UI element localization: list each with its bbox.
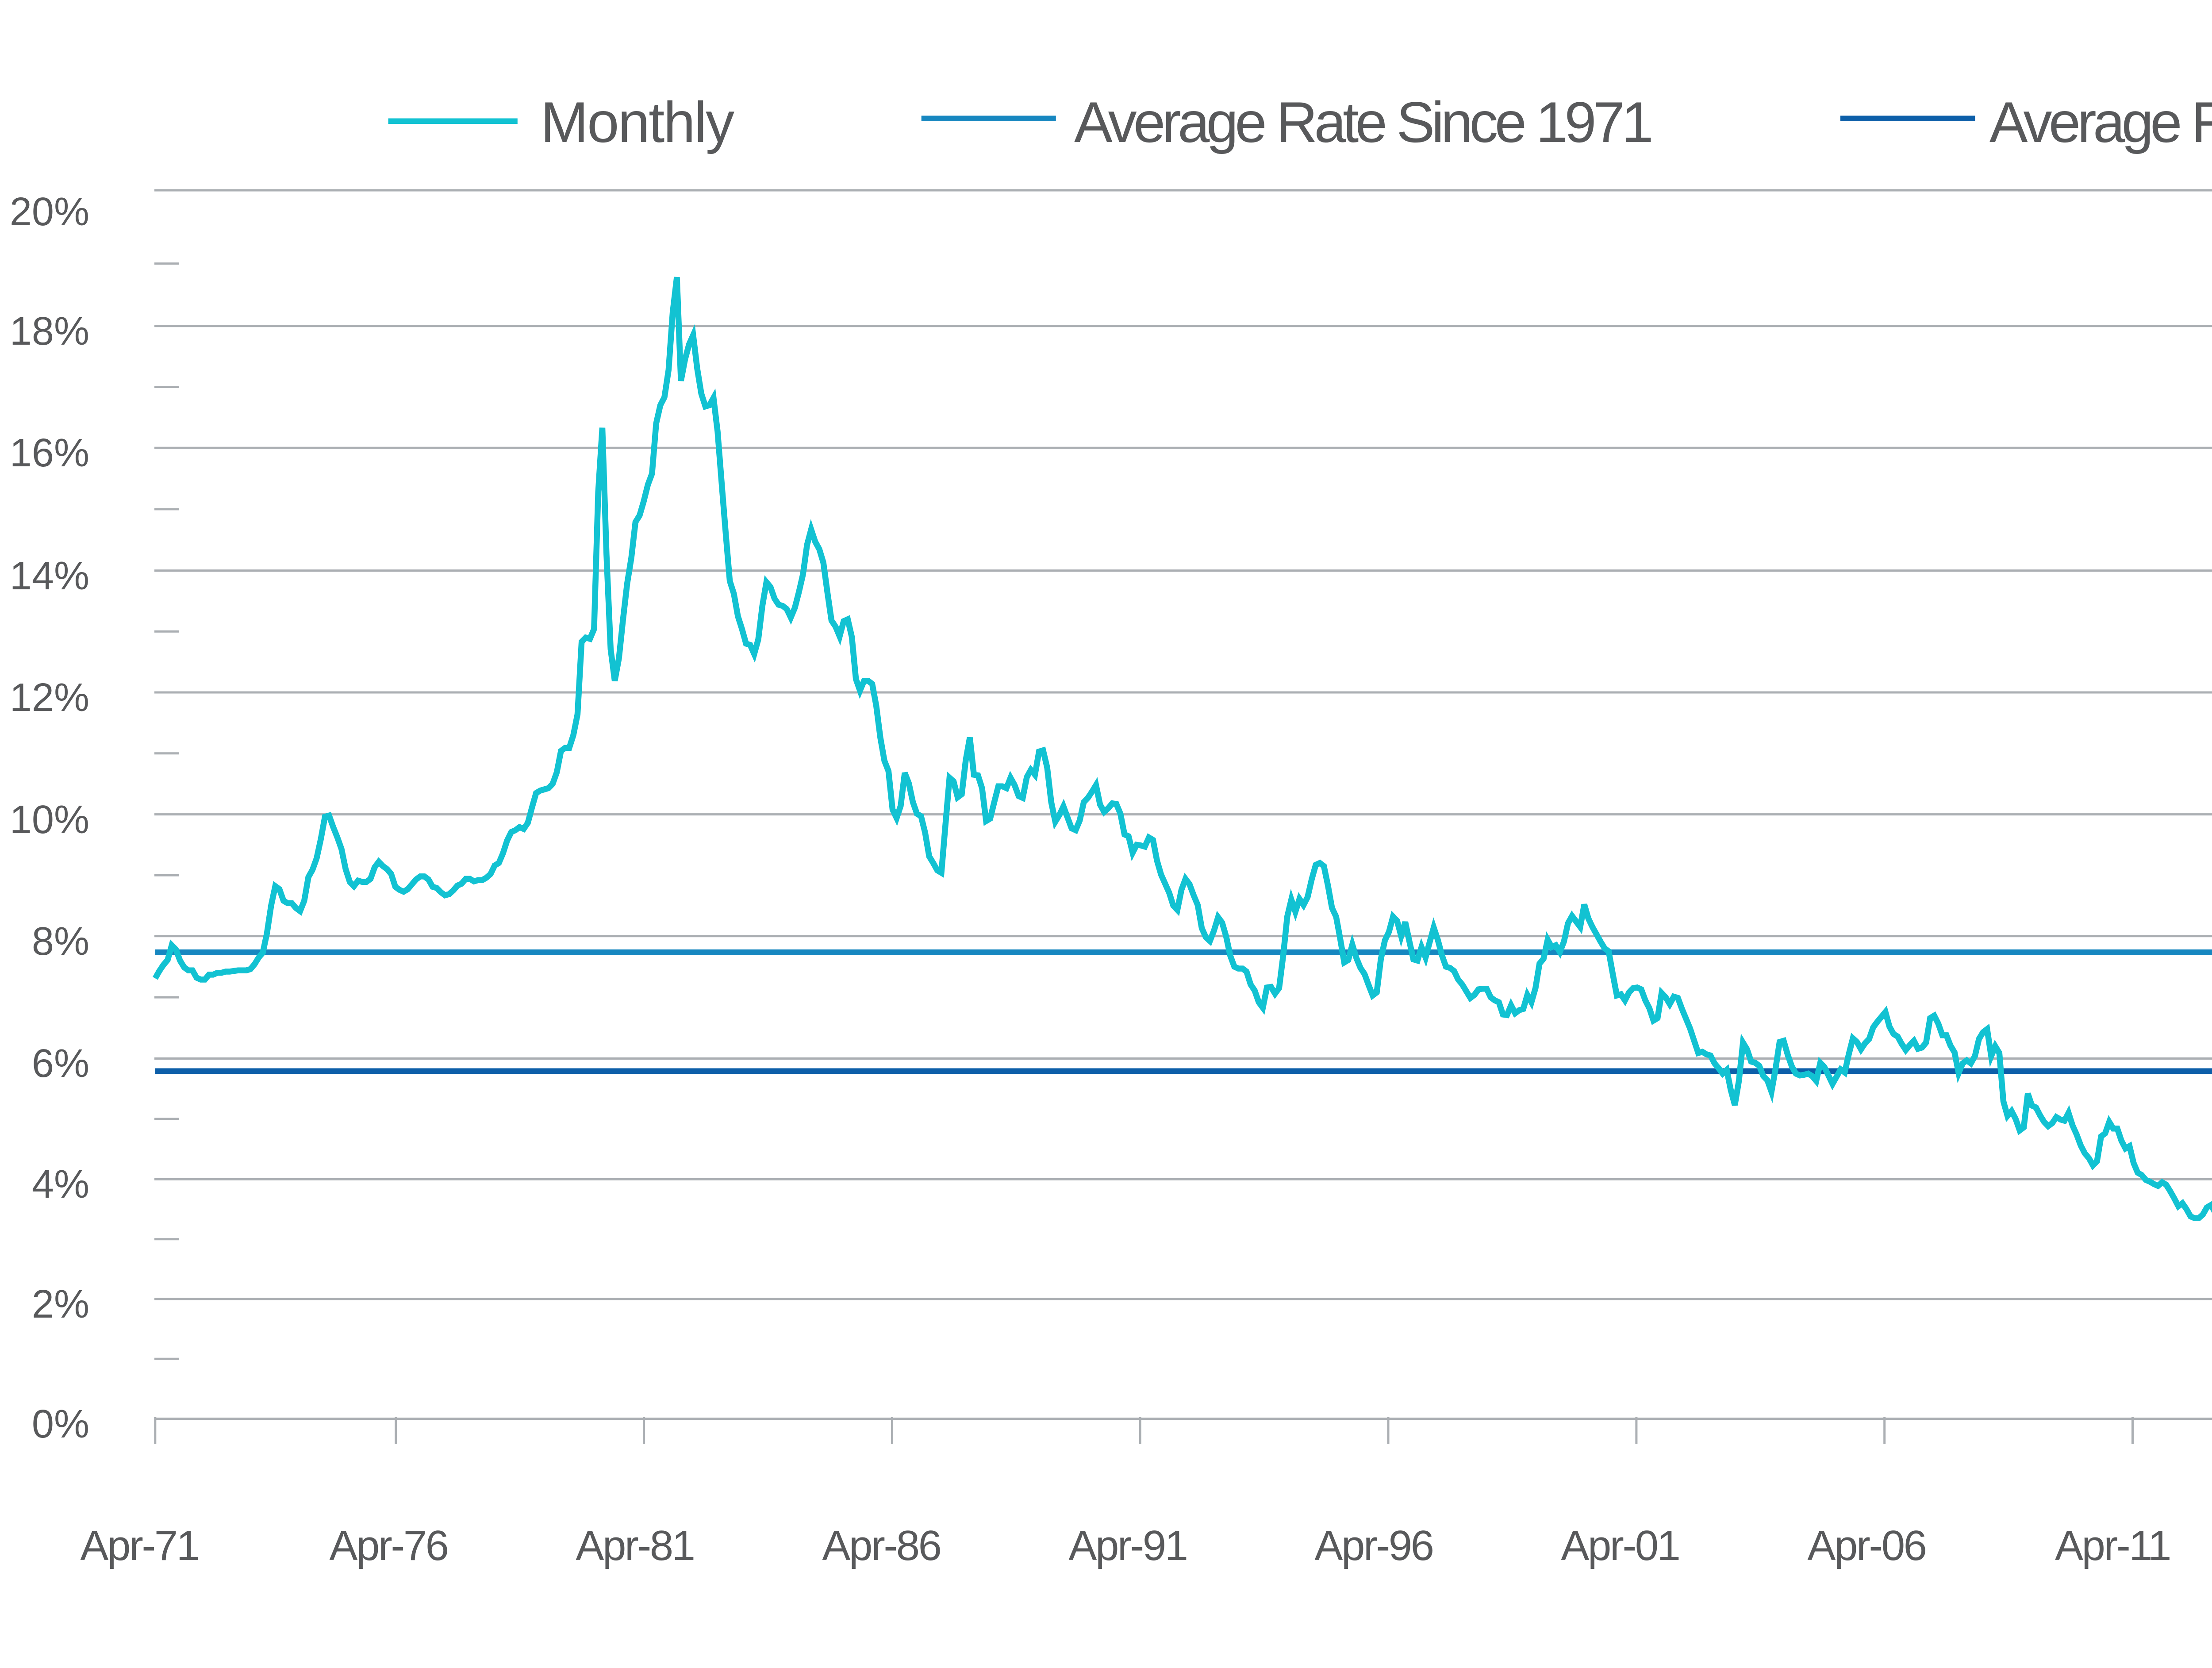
svg-text:0%: 0% (32, 1402, 89, 1446)
svg-text:Apr-71: Apr-71 (80, 1522, 198, 1569)
svg-text:Average Rate Since 1991: Average Rate Since 1991 (1989, 90, 2212, 154)
svg-text:Monthly: Monthly (541, 90, 734, 154)
svg-text:Apr-81: Apr-81 (576, 1522, 694, 1569)
svg-text:Apr-76: Apr-76 (329, 1522, 447, 1569)
svg-text:14%: 14% (10, 554, 89, 598)
svg-text:20%: 20% (10, 190, 89, 234)
svg-text:Apr-96: Apr-96 (1314, 1522, 1432, 1569)
svg-text:Apr-91: Apr-91 (1068, 1522, 1187, 1569)
svg-text:Apr-86: Apr-86 (822, 1522, 940, 1569)
svg-text:16%: 16% (10, 431, 89, 475)
svg-text:2%: 2% (32, 1282, 89, 1326)
svg-text:Apr-11: Apr-11 (2055, 1522, 2170, 1569)
svg-text:12%: 12% (10, 676, 89, 720)
svg-text:4%: 4% (32, 1162, 89, 1207)
svg-text:8%: 8% (32, 919, 89, 964)
svg-text:6%: 6% (32, 1042, 89, 1086)
svg-text:10%: 10% (10, 798, 89, 842)
svg-text:Apr-01: Apr-01 (1561, 1522, 1679, 1569)
svg-text:Apr-06: Apr-06 (1807, 1522, 1925, 1569)
svg-text:18%: 18% (10, 309, 89, 354)
svg-text:Average Rate Since 1971: Average Rate Since 1971 (1074, 90, 1651, 154)
